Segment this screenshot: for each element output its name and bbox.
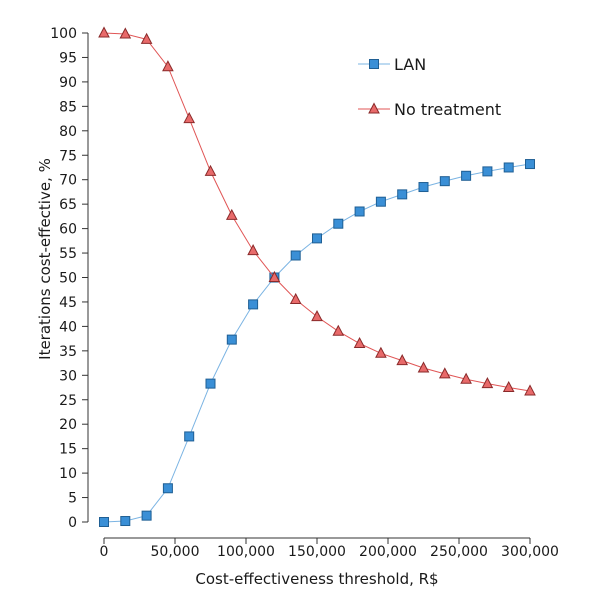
data-point <box>184 431 195 442</box>
data-point <box>417 361 430 373</box>
data-point <box>503 162 514 173</box>
y-tick-label: 60 <box>59 222 77 238</box>
y-tick-label: 35 <box>59 344 77 360</box>
data-point <box>396 354 409 366</box>
legend-label: No treatment <box>394 100 501 119</box>
data-point <box>438 367 451 379</box>
y-tick-label: 75 <box>59 148 77 164</box>
y-tick-label: 65 <box>59 197 77 213</box>
data-point <box>312 233 322 244</box>
y-tick-label: 100 <box>50 26 77 42</box>
y-tick-label: 55 <box>59 246 77 262</box>
data-point <box>525 159 535 170</box>
x-tick-label: 200,000 <box>359 544 417 560</box>
data-point <box>225 208 238 220</box>
data-point <box>460 372 472 384</box>
data-point <box>418 182 429 193</box>
data-point <box>268 270 281 282</box>
data-point <box>332 324 345 336</box>
series-lan <box>99 159 535 527</box>
legend-label: LAN <box>394 55 426 74</box>
y-tick-label: 45 <box>59 295 77 311</box>
y-tick-label: 85 <box>59 99 77 115</box>
data-point <box>524 384 536 396</box>
data-point <box>204 164 217 176</box>
x-tick-label: 100,000 <box>217 544 275 560</box>
data-point <box>120 516 131 527</box>
data-point <box>141 510 152 521</box>
x-tick-label: 50,000 <box>151 544 200 560</box>
series-line <box>103 163 531 523</box>
data-point <box>353 336 366 349</box>
series-no-treatment <box>98 26 536 396</box>
y-tick-label: 95 <box>59 50 77 66</box>
data-point <box>248 299 259 310</box>
data-point <box>502 380 515 393</box>
x-axis-title: Cost-effectiveness threshold, R$ <box>195 570 438 588</box>
y-tick-label: 30 <box>59 368 77 384</box>
data-point <box>247 244 259 256</box>
y-tick-label: 90 <box>59 75 77 91</box>
y-axis-title: Iterations cost-effective, % <box>36 158 54 360</box>
data-point <box>119 27 132 39</box>
y-tick-label: 0 <box>68 515 77 531</box>
y-tick-label: 10 <box>59 466 77 482</box>
y-tick-label: 15 <box>59 442 77 458</box>
legend-marker <box>368 102 380 114</box>
x-ticks: 0 50,000 100,000 150,000 200,000 250,000 300,0… <box>100 538 559 560</box>
y-tick-label: 70 <box>59 173 77 189</box>
data-point <box>481 377 494 389</box>
y-ticks: 0 5 10 15 20 25 30 35 40 45 50 55 60 65 70 75 80 85 90 95 10… <box>50 26 88 531</box>
data-point <box>183 112 196 124</box>
data-point <box>354 206 365 217</box>
x-tick-label: 0 <box>100 544 109 560</box>
data-point <box>333 218 344 229</box>
data-point <box>439 176 450 187</box>
data-point <box>397 189 408 200</box>
legend: LAN No treatment <box>358 55 501 119</box>
x-tick-label: 300,000 <box>501 544 559 560</box>
y-tick-label: 20 <box>59 417 77 433</box>
x-tick-label: 150,000 <box>288 544 346 560</box>
data-point <box>482 166 493 177</box>
data-point <box>375 346 387 358</box>
data-point <box>226 334 237 345</box>
legend-marker <box>369 59 379 69</box>
data-point <box>375 196 386 207</box>
y-tick-label: 25 <box>59 393 77 409</box>
data-point <box>461 170 472 181</box>
y-tick-label: 50 <box>59 271 77 287</box>
y-tick-label: 40 <box>59 319 77 335</box>
data-point <box>98 26 110 38</box>
series-line <box>103 32 531 392</box>
data-point <box>290 250 301 261</box>
y-tick-label: 80 <box>59 124 77 140</box>
data-point <box>162 60 174 72</box>
data-point <box>99 517 109 527</box>
data-point <box>205 378 216 389</box>
data-point <box>311 310 323 322</box>
data-point <box>162 483 173 494</box>
x-tick-label: 250,000 <box>430 544 488 560</box>
data-point <box>289 292 302 305</box>
y-tick-label: 5 <box>68 491 77 507</box>
data-point <box>140 32 153 44</box>
series-layer <box>98 26 536 527</box>
